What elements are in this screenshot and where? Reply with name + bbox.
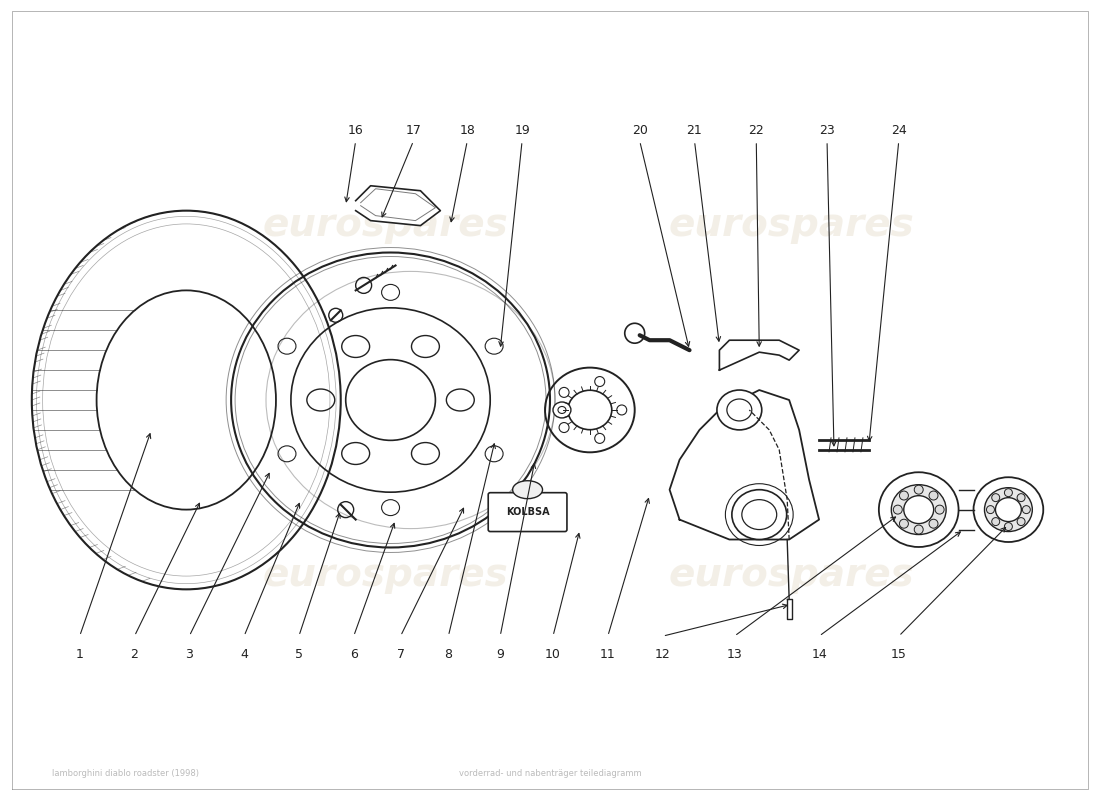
Text: 10: 10 xyxy=(546,648,561,661)
Text: 19: 19 xyxy=(514,125,530,138)
Ellipse shape xyxy=(891,485,946,534)
Text: lamborghini diablo roadster (1998): lamborghini diablo roadster (1998) xyxy=(52,769,199,778)
Ellipse shape xyxy=(904,496,934,523)
Text: 9: 9 xyxy=(496,648,504,661)
Circle shape xyxy=(1004,489,1012,497)
Ellipse shape xyxy=(984,488,1032,531)
Circle shape xyxy=(930,519,938,528)
Text: 24: 24 xyxy=(891,125,906,138)
Text: 7: 7 xyxy=(396,648,405,661)
Text: eurospares: eurospares xyxy=(669,206,914,244)
Text: 17: 17 xyxy=(406,125,421,138)
Ellipse shape xyxy=(732,490,786,539)
Circle shape xyxy=(617,405,627,415)
Circle shape xyxy=(595,434,605,443)
Circle shape xyxy=(987,506,994,514)
Text: 23: 23 xyxy=(820,125,835,138)
Text: 2: 2 xyxy=(131,648,139,661)
Circle shape xyxy=(1022,506,1031,514)
Text: 4: 4 xyxy=(240,648,248,661)
Text: vorderrad- und nabenträger teilediagramm: vorderrad- und nabenträger teilediagramm xyxy=(459,769,641,778)
Text: 16: 16 xyxy=(348,125,364,138)
Ellipse shape xyxy=(974,478,1043,542)
Circle shape xyxy=(559,387,569,398)
Polygon shape xyxy=(670,390,820,539)
Circle shape xyxy=(935,505,944,514)
Ellipse shape xyxy=(879,472,958,547)
Polygon shape xyxy=(355,186,440,226)
Text: 12: 12 xyxy=(654,648,671,661)
Ellipse shape xyxy=(553,402,571,418)
Circle shape xyxy=(1018,494,1025,502)
Circle shape xyxy=(559,422,569,433)
Circle shape xyxy=(1004,522,1012,530)
Circle shape xyxy=(992,494,1000,502)
Text: 21: 21 xyxy=(686,125,703,138)
Circle shape xyxy=(900,491,909,500)
Text: 1: 1 xyxy=(76,648,84,661)
Text: 11: 11 xyxy=(600,648,616,661)
Circle shape xyxy=(930,491,938,500)
Text: 8: 8 xyxy=(444,648,452,661)
Text: 5: 5 xyxy=(295,648,302,661)
FancyBboxPatch shape xyxy=(488,493,566,531)
Circle shape xyxy=(893,505,902,514)
Ellipse shape xyxy=(266,271,556,529)
Circle shape xyxy=(625,323,645,343)
Ellipse shape xyxy=(513,481,542,498)
Circle shape xyxy=(914,486,923,494)
Circle shape xyxy=(595,377,605,386)
Ellipse shape xyxy=(996,498,1022,522)
Text: 14: 14 xyxy=(811,648,827,661)
Ellipse shape xyxy=(717,390,762,430)
Text: 6: 6 xyxy=(350,648,358,661)
Circle shape xyxy=(914,525,923,534)
Text: 22: 22 xyxy=(748,125,764,138)
Circle shape xyxy=(1018,518,1025,526)
Text: eurospares: eurospares xyxy=(263,556,508,594)
Ellipse shape xyxy=(568,390,612,430)
Text: eurospares: eurospares xyxy=(669,556,914,594)
Text: 3: 3 xyxy=(185,648,194,661)
Polygon shape xyxy=(719,340,799,370)
Text: 20: 20 xyxy=(631,125,648,138)
Text: eurospares: eurospares xyxy=(263,206,508,244)
Circle shape xyxy=(992,518,1000,526)
Text: 13: 13 xyxy=(726,648,742,661)
Text: KOLBSA: KOLBSA xyxy=(506,507,549,517)
Circle shape xyxy=(900,519,909,528)
Text: 15: 15 xyxy=(891,648,906,661)
Text: 18: 18 xyxy=(460,125,475,138)
